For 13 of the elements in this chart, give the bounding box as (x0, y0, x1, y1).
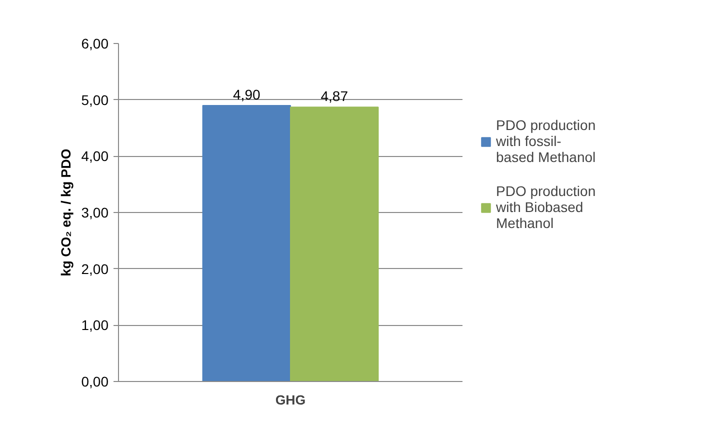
legend-label: PDO production with fossil-based Methanol (496, 117, 596, 165)
data-label: 4,87 (320, 88, 348, 104)
legend-label: PDO production with Biobased Methanol (496, 183, 596, 231)
y-tick-label: 6,00 (81, 36, 109, 52)
y-tick-label: 5,00 (81, 92, 109, 108)
y-tick-label: 0,00 (81, 374, 109, 390)
y-axis-title: kg CO₂ eq. / kg PDO (58, 148, 74, 276)
y-tick-label: 2,00 (81, 260, 109, 277)
y-tick-label: 4,00 (81, 148, 109, 164)
y-tick-label: 1,00 (81, 317, 109, 334)
data-label: 4,90 (233, 86, 260, 102)
y-tick-label: 3,00 (81, 204, 109, 220)
x-tick-label: GHG (275, 392, 306, 408)
